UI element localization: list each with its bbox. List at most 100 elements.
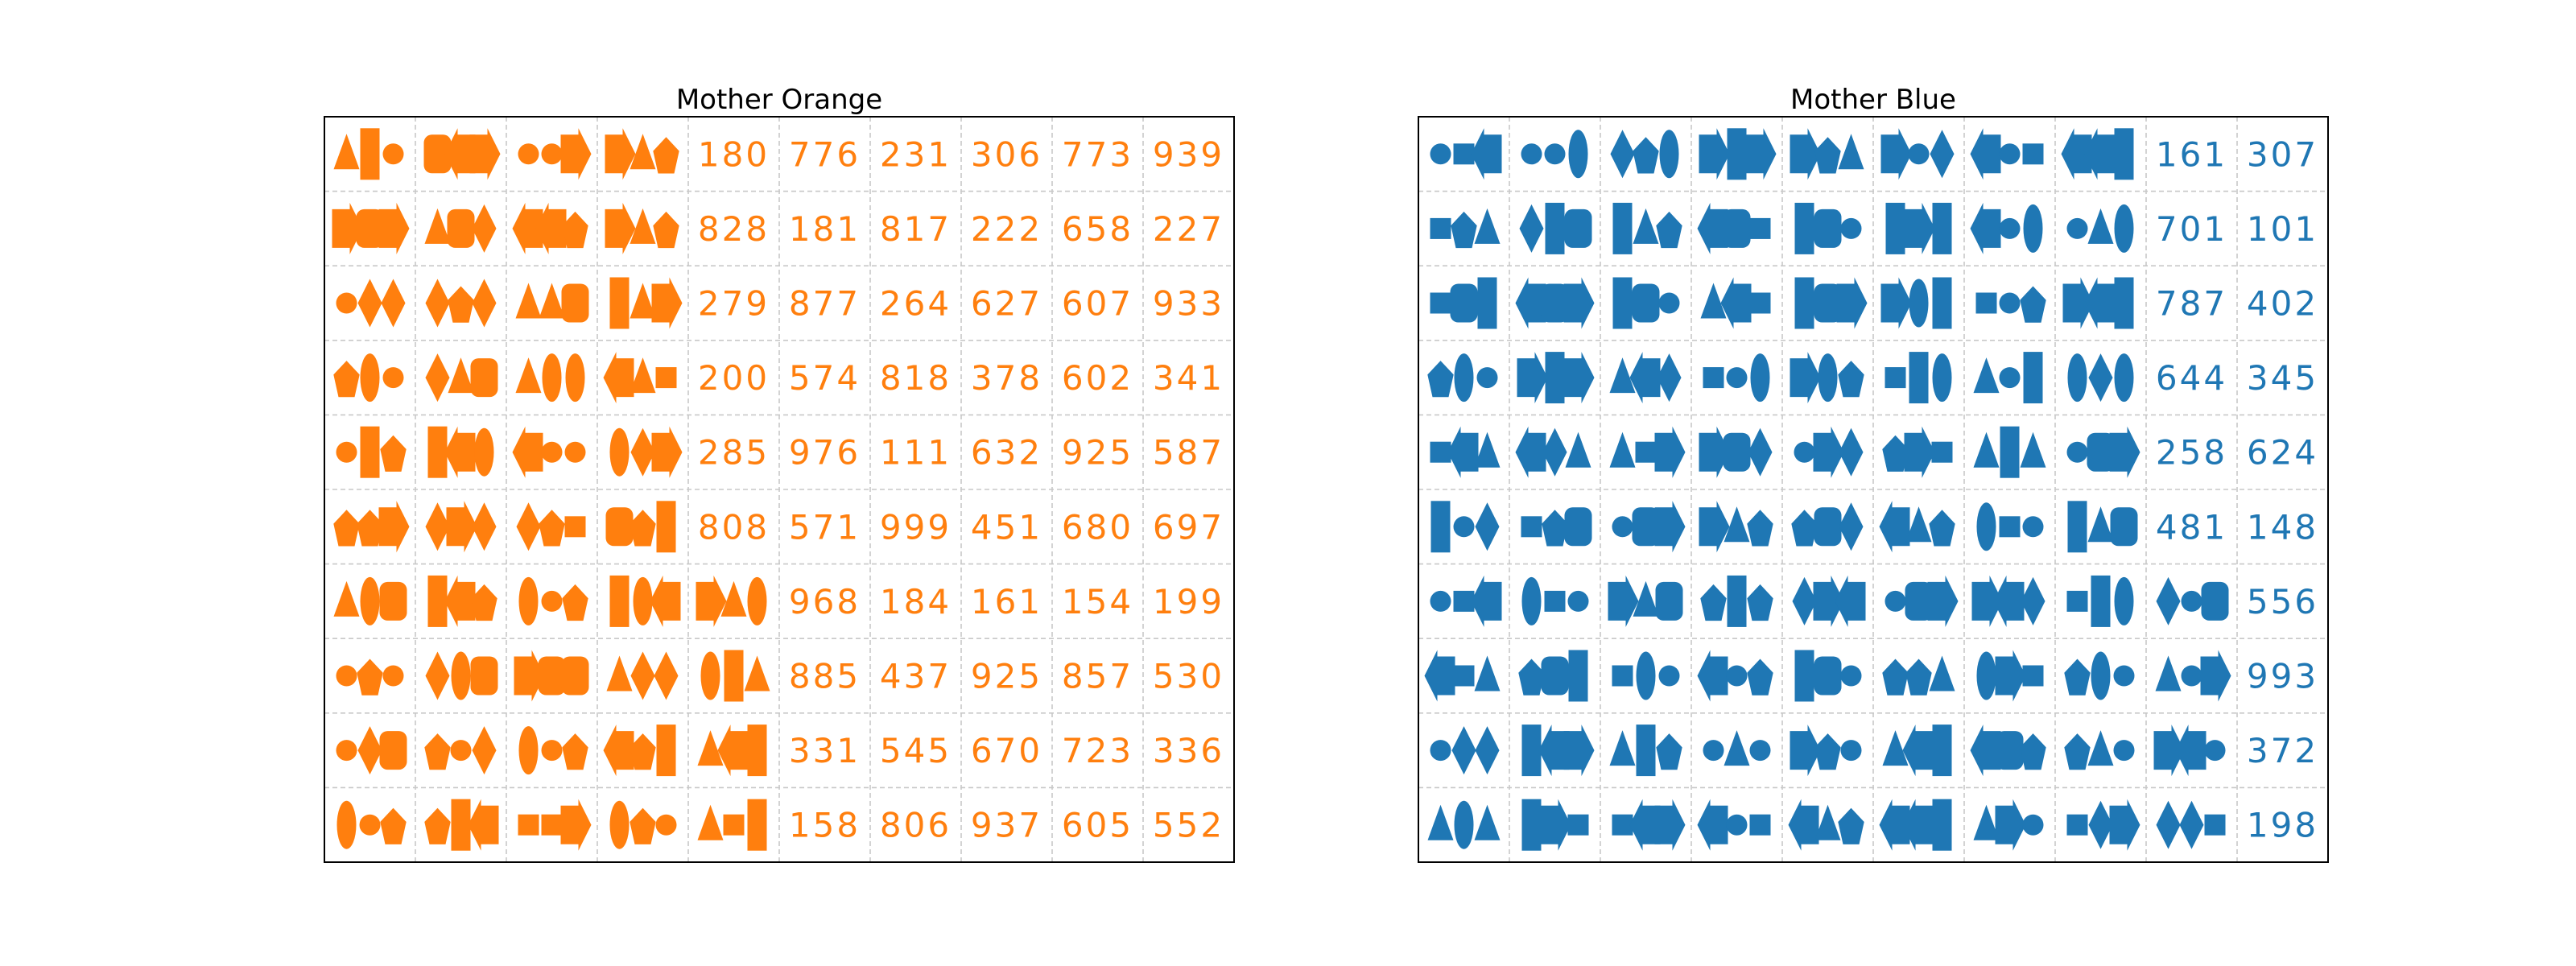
right-arrow-icon	[1517, 352, 1548, 404]
number-cell: 180	[698, 134, 770, 174]
shape-cell	[1612, 277, 1680, 329]
rectangle-icon	[1932, 799, 1952, 851]
table-row: 701 101	[1430, 202, 2316, 254]
circle-icon	[336, 740, 357, 762]
shape-cell	[1880, 277, 1952, 329]
circle-icon	[1658, 292, 1680, 314]
triangle-icon	[1973, 357, 2000, 394]
number-cell: 587	[1153, 433, 1224, 473]
table-row: 372	[1430, 724, 2316, 777]
shape-cell	[1973, 426, 2046, 478]
pentagon-icon	[653, 137, 679, 174]
circle-icon	[1999, 367, 2021, 389]
number-cell: 331	[789, 731, 861, 770]
number-cell: 624	[2247, 433, 2318, 473]
diamond-icon	[1839, 427, 1864, 477]
number-cell: 545	[880, 731, 952, 770]
right-arrow-icon	[1608, 575, 1639, 627]
pentagon-icon	[1656, 733, 1682, 770]
shape-cell	[1697, 650, 1773, 702]
pentagon-icon	[357, 510, 383, 547]
number-cell: 602	[1062, 358, 1133, 398]
rectangle-icon	[1568, 650, 1588, 702]
shape-cell	[424, 726, 497, 775]
right-arrow-icon	[469, 128, 501, 180]
number-cell: 670	[971, 731, 1042, 770]
rounded-rect-icon	[1905, 581, 1933, 621]
number-cell: 723	[1062, 731, 1133, 770]
ellipse-icon	[1750, 353, 1770, 402]
triangle-icon	[1609, 357, 1636, 394]
number-cell: 279	[698, 284, 770, 324]
chart-title: Mother Orange	[676, 84, 882, 116]
shape-cell	[1430, 277, 1497, 329]
number-cell: 857	[1062, 657, 1133, 696]
diamond-icon	[1930, 130, 1955, 179]
diamond-icon	[425, 651, 450, 700]
shape-cell	[1970, 202, 2043, 254]
shape-cell	[518, 799, 592, 851]
ellipse-icon	[2114, 353, 2134, 402]
right-arrow-icon	[1563, 277, 1595, 329]
shape-cell	[1879, 501, 1955, 553]
diamond-icon	[2088, 800, 2113, 849]
shape-cell	[605, 501, 676, 553]
circle-icon	[2204, 740, 2226, 762]
left-arrow-icon	[2084, 277, 2116, 329]
table-frame	[1418, 116, 2329, 863]
ellipse-icon	[747, 576, 767, 625]
square-icon	[2022, 665, 2044, 687]
right-arrow-icon	[1699, 501, 1730, 553]
rectangle-icon	[1727, 575, 1747, 627]
triangle-icon	[1609, 730, 1636, 766]
rounded-rect-icon	[1632, 283, 1660, 323]
right-arrow-icon	[1790, 128, 1821, 180]
left-arrow-icon	[2061, 128, 2092, 180]
shape-cell	[697, 799, 767, 851]
rounded-rect-icon	[379, 731, 407, 770]
pentagon-icon	[630, 733, 656, 770]
right-arrow-icon	[696, 575, 727, 627]
rounded-rect-icon	[1632, 507, 1660, 547]
diamond-icon	[2156, 800, 2181, 849]
pentagon-icon	[1518, 658, 1545, 696]
circle-icon	[1430, 740, 1451, 762]
rectangle-icon	[1794, 202, 1814, 254]
shape-cell	[1697, 202, 1771, 254]
ellipse-icon	[1454, 353, 1474, 402]
circle-icon	[450, 740, 472, 762]
diamond-icon	[1475, 502, 1500, 551]
shape-cell	[336, 658, 404, 696]
rounded-rect-icon	[1996, 731, 2024, 770]
shape-cell	[427, 575, 497, 627]
pentagon-icon	[1747, 584, 1773, 621]
triangle-icon	[697, 730, 724, 766]
shape-cell	[609, 426, 683, 478]
number-cell: 199	[1153, 582, 1224, 621]
square-icon	[2022, 143, 2044, 165]
shape-cell	[1609, 352, 1682, 404]
shape-cell	[603, 352, 677, 404]
rounded-rect-icon	[1655, 581, 1683, 621]
square-icon	[1885, 367, 1906, 389]
circle-icon	[1840, 665, 1862, 687]
pentagon-icon	[562, 211, 588, 249]
square-icon	[1453, 590, 1475, 612]
rectangle-icon	[427, 575, 448, 627]
right-arrow-icon	[1790, 724, 1821, 777]
shape-cell	[605, 202, 679, 254]
ellipse-icon	[565, 353, 585, 402]
circle-icon	[382, 367, 404, 389]
number-cell: 258	[2156, 433, 2227, 473]
circle-icon	[1476, 367, 1498, 389]
circle-icon	[1999, 217, 2021, 239]
right-arrow-icon	[1790, 352, 1821, 404]
square-icon	[1749, 292, 1771, 314]
right-arrow-icon	[1880, 277, 1912, 329]
shape-cell	[425, 501, 497, 553]
shape-cell	[1430, 128, 1502, 180]
shape-cell	[1879, 799, 1952, 851]
table-row: 200 574 818 378 602 341	[333, 352, 1222, 404]
panel-mother-blue: Mother Blue 161 307 701 101 787 402 644 345 258 6…	[1418, 84, 2329, 863]
